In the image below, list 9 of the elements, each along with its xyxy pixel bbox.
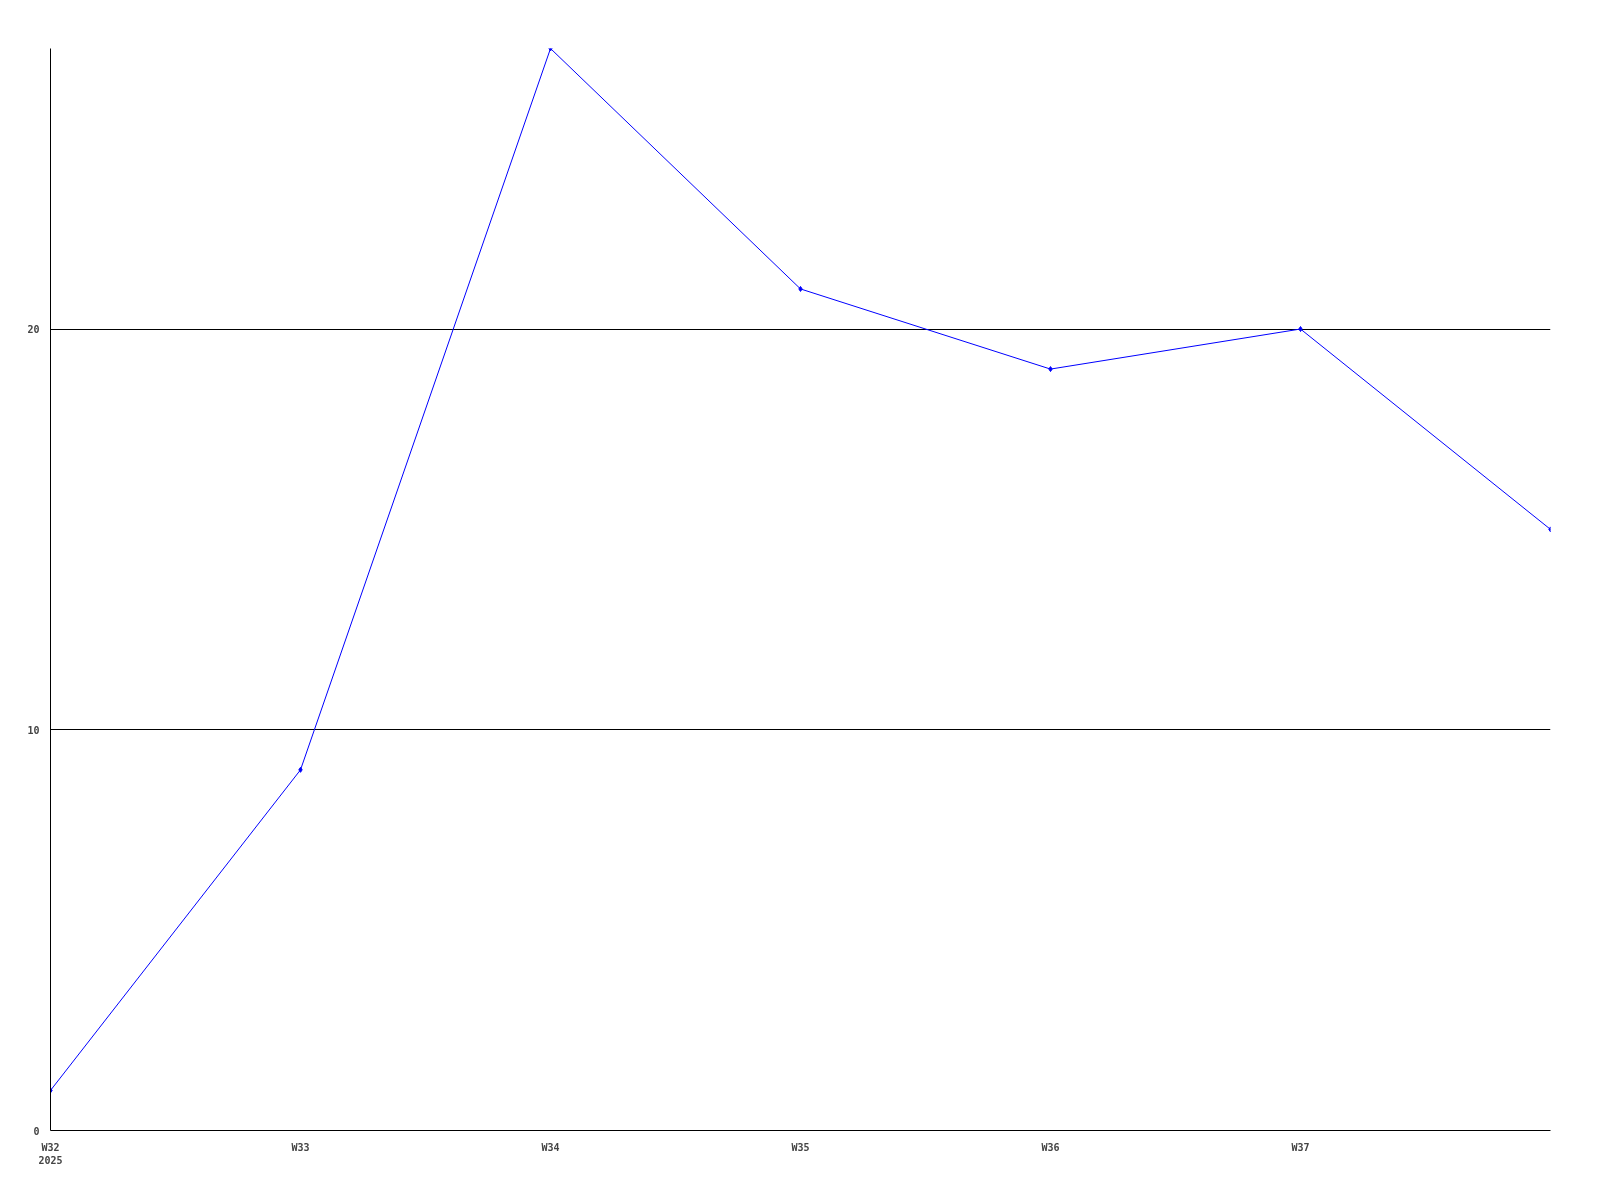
x-tick-label: W33 — [291, 1141, 310, 1153]
x-tick-label: W36 — [1041, 1141, 1060, 1153]
x-tick-label: W35 — [791, 1141, 810, 1153]
y-tick-label: 10 — [27, 724, 40, 736]
x-tick-label: W34 — [541, 1141, 560, 1153]
x-tick-label: W37 — [1291, 1141, 1310, 1153]
y-tick-label: 0 — [33, 1125, 40, 1137]
y-tick-label: 20 — [27, 324, 40, 336]
x-tick-label: W32 2025 — [38, 1141, 63, 1166]
